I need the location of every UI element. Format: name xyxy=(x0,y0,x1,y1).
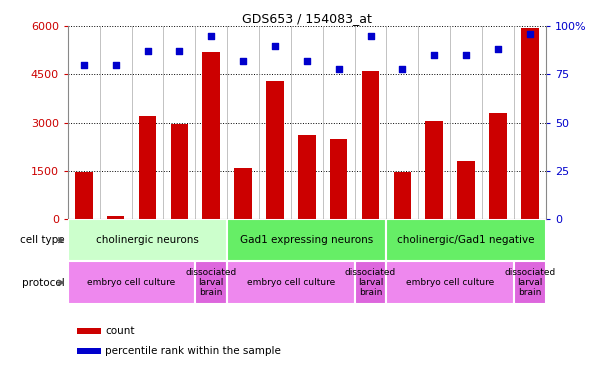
Bar xyxy=(298,135,316,219)
Bar xyxy=(227,219,386,261)
Bar xyxy=(386,261,514,304)
Title: GDS653 / 154083_at: GDS653 / 154083_at xyxy=(242,12,372,25)
Bar xyxy=(489,113,507,219)
Bar xyxy=(394,172,411,219)
Text: protocol: protocol xyxy=(22,278,68,288)
Bar xyxy=(514,261,546,304)
Text: cholinergic/Gad1 negative: cholinergic/Gad1 negative xyxy=(397,235,535,245)
Bar xyxy=(227,261,355,304)
Point xyxy=(79,62,88,68)
Point xyxy=(143,48,152,54)
Bar xyxy=(68,261,195,304)
Text: embryo cell culture: embryo cell culture xyxy=(87,278,176,287)
Text: embryo cell culture: embryo cell culture xyxy=(247,278,335,287)
Point xyxy=(238,58,248,64)
Bar xyxy=(77,348,101,354)
Point xyxy=(334,66,343,72)
Bar xyxy=(386,219,546,261)
Bar xyxy=(425,121,443,219)
Text: cholinergic neurons: cholinergic neurons xyxy=(96,235,199,245)
Bar xyxy=(234,168,252,219)
Point xyxy=(430,52,439,58)
Text: embryo cell culture: embryo cell culture xyxy=(406,278,494,287)
Point xyxy=(398,66,407,72)
Bar xyxy=(75,172,93,219)
Text: percentile rank within the sample: percentile rank within the sample xyxy=(106,346,281,356)
Bar xyxy=(355,261,386,304)
Text: dissociated
larval
brain: dissociated larval brain xyxy=(504,268,555,297)
Bar xyxy=(68,219,227,261)
Bar xyxy=(266,81,284,219)
Point xyxy=(111,62,120,68)
Text: dissociated
larval
brain: dissociated larval brain xyxy=(345,268,396,297)
Point xyxy=(175,48,184,54)
Point xyxy=(206,33,216,39)
Text: dissociated
larval
brain: dissociated larval brain xyxy=(186,268,237,297)
Text: cell type: cell type xyxy=(20,235,68,245)
Bar xyxy=(195,261,227,304)
Point xyxy=(302,58,312,64)
Point xyxy=(525,31,535,37)
Bar xyxy=(107,216,124,219)
Point xyxy=(270,42,280,48)
Point xyxy=(461,52,471,58)
Text: Gad1 expressing neurons: Gad1 expressing neurons xyxy=(240,235,373,245)
Bar xyxy=(362,71,379,219)
Bar xyxy=(521,28,539,219)
Bar xyxy=(457,161,475,219)
Point xyxy=(366,33,375,39)
Point xyxy=(493,46,503,53)
Bar xyxy=(202,52,220,219)
Text: count: count xyxy=(106,326,135,336)
Bar xyxy=(77,328,101,334)
Bar xyxy=(171,124,188,219)
Bar xyxy=(139,116,156,219)
Bar xyxy=(330,139,348,219)
